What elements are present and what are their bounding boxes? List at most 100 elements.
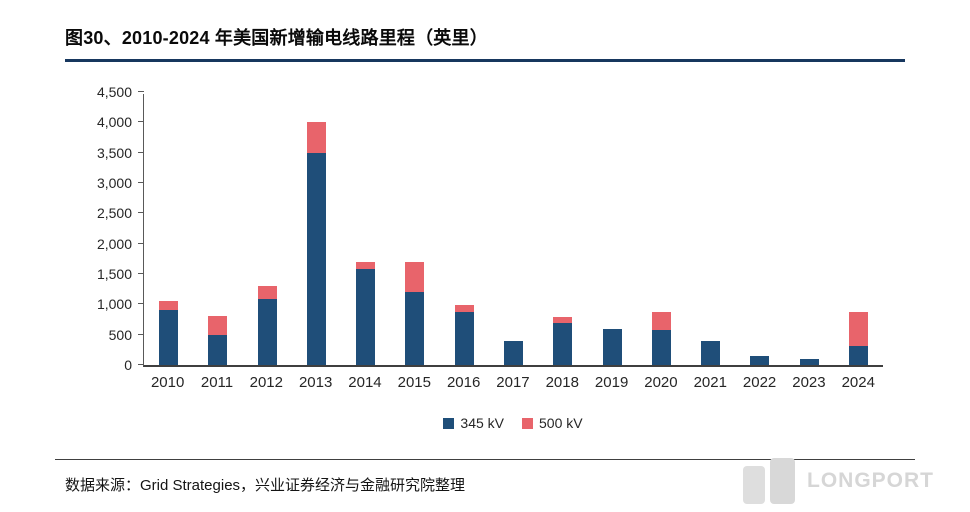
bar-segment-500kv xyxy=(356,261,376,270)
longport-watermark: LONGPORT xyxy=(743,458,934,504)
stacked-bar-2012 xyxy=(257,286,277,365)
bar-segment-500kv xyxy=(454,304,474,313)
bar-segment-345kv xyxy=(208,334,228,365)
stacked-bar-2019 xyxy=(602,329,622,365)
bar-segment-500kv xyxy=(651,311,671,331)
bar-group-2023 xyxy=(784,94,833,365)
y-tick-mark xyxy=(138,91,144,92)
bar-segment-345kv xyxy=(848,346,868,365)
y-tick-mark xyxy=(138,333,144,335)
bar-group-2016 xyxy=(440,94,489,365)
y-tick-label: 500 xyxy=(108,326,132,343)
transmission-mileage-bar-chart: 0 500 1,000 1,500 2,000 2,500 3,000 3,500 4,000 4… xyxy=(65,85,905,431)
legend-label: 345 kV xyxy=(460,415,504,431)
bar-segment-345kv xyxy=(750,355,770,365)
bar-segment-345kv xyxy=(503,341,523,365)
footer-rule xyxy=(55,459,915,460)
bar-group-2020 xyxy=(637,94,686,365)
y-tick-mark xyxy=(138,151,144,153)
bar-segment-345kv xyxy=(454,312,474,365)
y-tick-label: 0 xyxy=(124,357,132,373)
bar-segment-345kv xyxy=(553,323,573,365)
bar-segment-500kv xyxy=(257,286,277,300)
legend-item-500kv: 500 kV xyxy=(522,415,583,431)
stacked-bar-2021 xyxy=(701,341,721,365)
bar-group-2018 xyxy=(538,94,587,365)
y-tick-mark xyxy=(138,242,144,244)
bar-segment-345kv xyxy=(257,299,277,365)
x-tick-label: 2020 xyxy=(644,374,678,391)
bar-group-2022 xyxy=(735,94,784,365)
stacked-bar-2014 xyxy=(356,261,376,365)
stacked-bar-2013 xyxy=(306,122,326,365)
legend-item-345kv: 345 kV xyxy=(443,415,504,431)
bar-segment-500kv xyxy=(553,317,573,324)
legend-swatch xyxy=(443,417,455,429)
bar-group-2021 xyxy=(686,94,735,365)
stacked-bar-2017 xyxy=(503,341,523,365)
stacked-bar-2018 xyxy=(553,317,573,365)
y-tick-label: 1,500 xyxy=(96,266,132,282)
stacked-bar-2016 xyxy=(454,304,474,365)
bar-segment-345kv xyxy=(306,152,326,365)
y-tick-label: 3,000 xyxy=(96,175,132,191)
x-tick-label: 2022 xyxy=(742,374,777,391)
bar-group-2017 xyxy=(489,94,538,365)
y-tick-label: 4,500 xyxy=(96,84,132,100)
source-note: 数据来源：Grid Strategies，兴业证券经济与金融研究院整理 xyxy=(65,477,466,494)
x-tick-label: 2010 xyxy=(150,374,185,391)
y-tick-label: 2,500 xyxy=(96,205,132,222)
x-tick-label: 2018 xyxy=(545,374,579,391)
bar-segment-500kv xyxy=(306,122,326,153)
stacked-bar-2015 xyxy=(405,261,425,365)
y-tick-label: 4,000 xyxy=(96,114,132,131)
bar-segment-500kv xyxy=(405,261,425,293)
x-tick-label: 2012 xyxy=(249,374,283,391)
y-tick-mark xyxy=(138,303,144,305)
bar-group-2013 xyxy=(292,94,341,365)
x-axis: 2010 2011 2012 2013 2014 2015 2016 2017 2018 2019… xyxy=(143,374,883,391)
bar-group-2011 xyxy=(193,94,242,365)
y-tick-mark xyxy=(138,364,144,365)
bar-group-2024 xyxy=(834,94,883,365)
figure-title: 图30、2010-2024 年美国新增输电线路里程（英里） xyxy=(65,28,488,48)
x-tick-label: 2011 xyxy=(200,374,234,391)
bar-group-2015 xyxy=(390,94,439,365)
legend-swatch xyxy=(522,417,533,429)
bar-segment-500kv xyxy=(848,312,868,347)
x-tick-label: 2015 xyxy=(397,374,431,391)
longport-logo-text: LONGPORT xyxy=(807,469,934,492)
bar-segment-345kv xyxy=(701,341,721,365)
y-tick-mark xyxy=(138,212,144,214)
bar-group-2019 xyxy=(587,94,636,365)
y-tick-label: 3,500 xyxy=(96,144,132,161)
x-tick-label: 2013 xyxy=(298,374,333,391)
bar-segment-345kv xyxy=(651,330,671,365)
legend-label: 500 kV xyxy=(539,415,583,431)
bar-group-2010 xyxy=(144,94,193,365)
bar-segment-345kv xyxy=(405,292,425,365)
stacked-bar-2011 xyxy=(208,316,228,365)
y-tick-mark xyxy=(138,273,144,274)
chart-legend: 345 kV 500 kV xyxy=(143,415,883,431)
x-tick-label: 2017 xyxy=(496,374,530,391)
bar-group-2014 xyxy=(341,94,390,365)
y-tick-mark xyxy=(138,182,144,183)
x-tick-label: 2016 xyxy=(446,374,481,391)
bar-segment-345kv xyxy=(799,358,819,365)
x-tick-label: 2023 xyxy=(792,374,826,391)
x-tick-label: 2024 xyxy=(841,374,875,391)
stacked-bar-2022 xyxy=(750,355,770,365)
stacked-bar-2020 xyxy=(651,311,671,365)
stacked-bar-2023 xyxy=(799,358,819,365)
stacked-bar-2010 xyxy=(159,301,179,365)
stacked-bar-2024 xyxy=(848,312,868,365)
x-tick-label: 2014 xyxy=(348,374,382,391)
bar-group-2012 xyxy=(243,94,292,365)
bar-segment-500kv xyxy=(208,316,228,335)
x-tick-label: 2021 xyxy=(693,374,727,391)
longport-logo-icon xyxy=(743,458,795,504)
bar-segment-345kv xyxy=(159,310,179,365)
y-tick-mark xyxy=(138,121,144,123)
